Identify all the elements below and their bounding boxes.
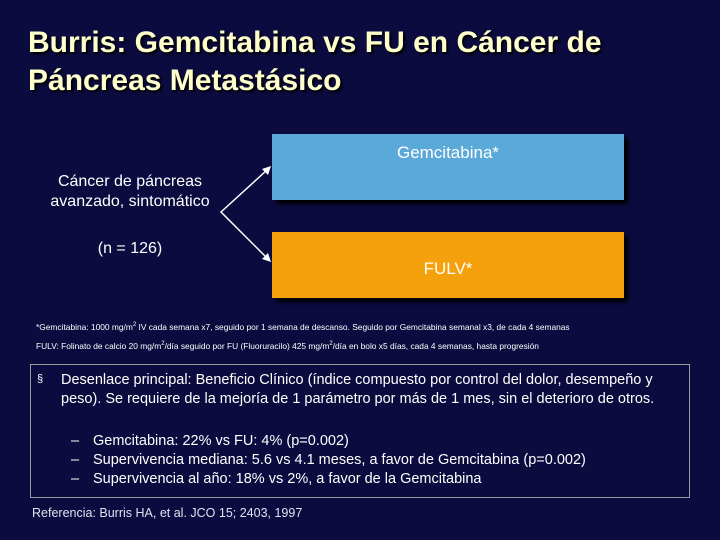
dash-icon: – xyxy=(71,452,80,468)
randomization-arrows xyxy=(219,166,271,262)
outcome-box: § Desenlace principal: Beneficio Clínico… xyxy=(30,364,690,498)
reference-citation: Referencia: Burris HA, et al. JCO 15; 24… xyxy=(32,506,303,520)
arrow-up xyxy=(219,169,268,259)
footnote-fu-pre: FULV: Folinato de calcio 20 mg/m xyxy=(36,341,162,351)
arrowhead-up-icon xyxy=(262,166,271,175)
footnote-gem-sup: 2 xyxy=(132,322,137,329)
sub-bullet-text: Supervivencia mediana: 5.6 vs 4.1 meses,… xyxy=(93,452,586,468)
sub-bullet: – Supervivencia mediana: 5.6 vs 4.1 meses… xyxy=(71,452,586,468)
footnote-fulv: FULV: Folinato de calcio 20 mg/m2/día se… xyxy=(36,341,706,351)
footnote-gem-pre: *Gemcitabina: 1000 mg/m xyxy=(36,322,133,332)
footnote-fu-mid: /día seguido por FU (Fluoruracilo) 425 m… xyxy=(164,341,330,351)
footnote-fu-sup2: 2 xyxy=(329,341,333,348)
gemcitabine-arm-label: Gemcitabina* xyxy=(396,142,500,162)
gemcitabine-arm-box: Gemcitabina* xyxy=(272,134,624,200)
arrowhead-down-icon xyxy=(262,253,271,262)
dash-icon: – xyxy=(71,433,80,449)
fu-arm-box: FULV* xyxy=(272,232,624,298)
sub-bullet: – Gemcitabina: 22% vs FU: 4% (p=0.002) xyxy=(71,433,349,449)
primary-outcome-text: Desenlace principal: Beneficio Clínico (… xyxy=(61,372,655,407)
sample-size: (n = 126) xyxy=(97,240,163,257)
population-description: Cáncer de páncreas avanzado, sintomático xyxy=(50,173,210,210)
sub-bullet-text: Supervivencia al año: 18% vs 2%, a favor… xyxy=(93,471,482,487)
slide-title: Burris: Gemcitabina vs FU en Cáncer de P… xyxy=(28,26,602,97)
fu-arm-label: FULV* xyxy=(423,258,473,278)
dash-icon: – xyxy=(71,471,80,487)
footnote-gemcitabine: *Gemcitabina: 1000 mg/m2 IV cada semana … xyxy=(36,322,706,332)
bullet-icon: § xyxy=(37,373,44,385)
footnote-fu-sup1: 2 xyxy=(161,341,165,348)
sub-bullet: – Supervivencia al año: 18% vs 2%, a favo… xyxy=(71,471,482,487)
sub-bullet-text: Gemcitabina: 22% vs FU: 4% (p=0.002) xyxy=(93,433,349,449)
footnote-fu-post: /día en bolo x5 días, cada 4 semanas, ha… xyxy=(332,341,539,351)
footnote-gem-post: IV cada semana x7, seguido por 1 semana … xyxy=(136,322,570,332)
